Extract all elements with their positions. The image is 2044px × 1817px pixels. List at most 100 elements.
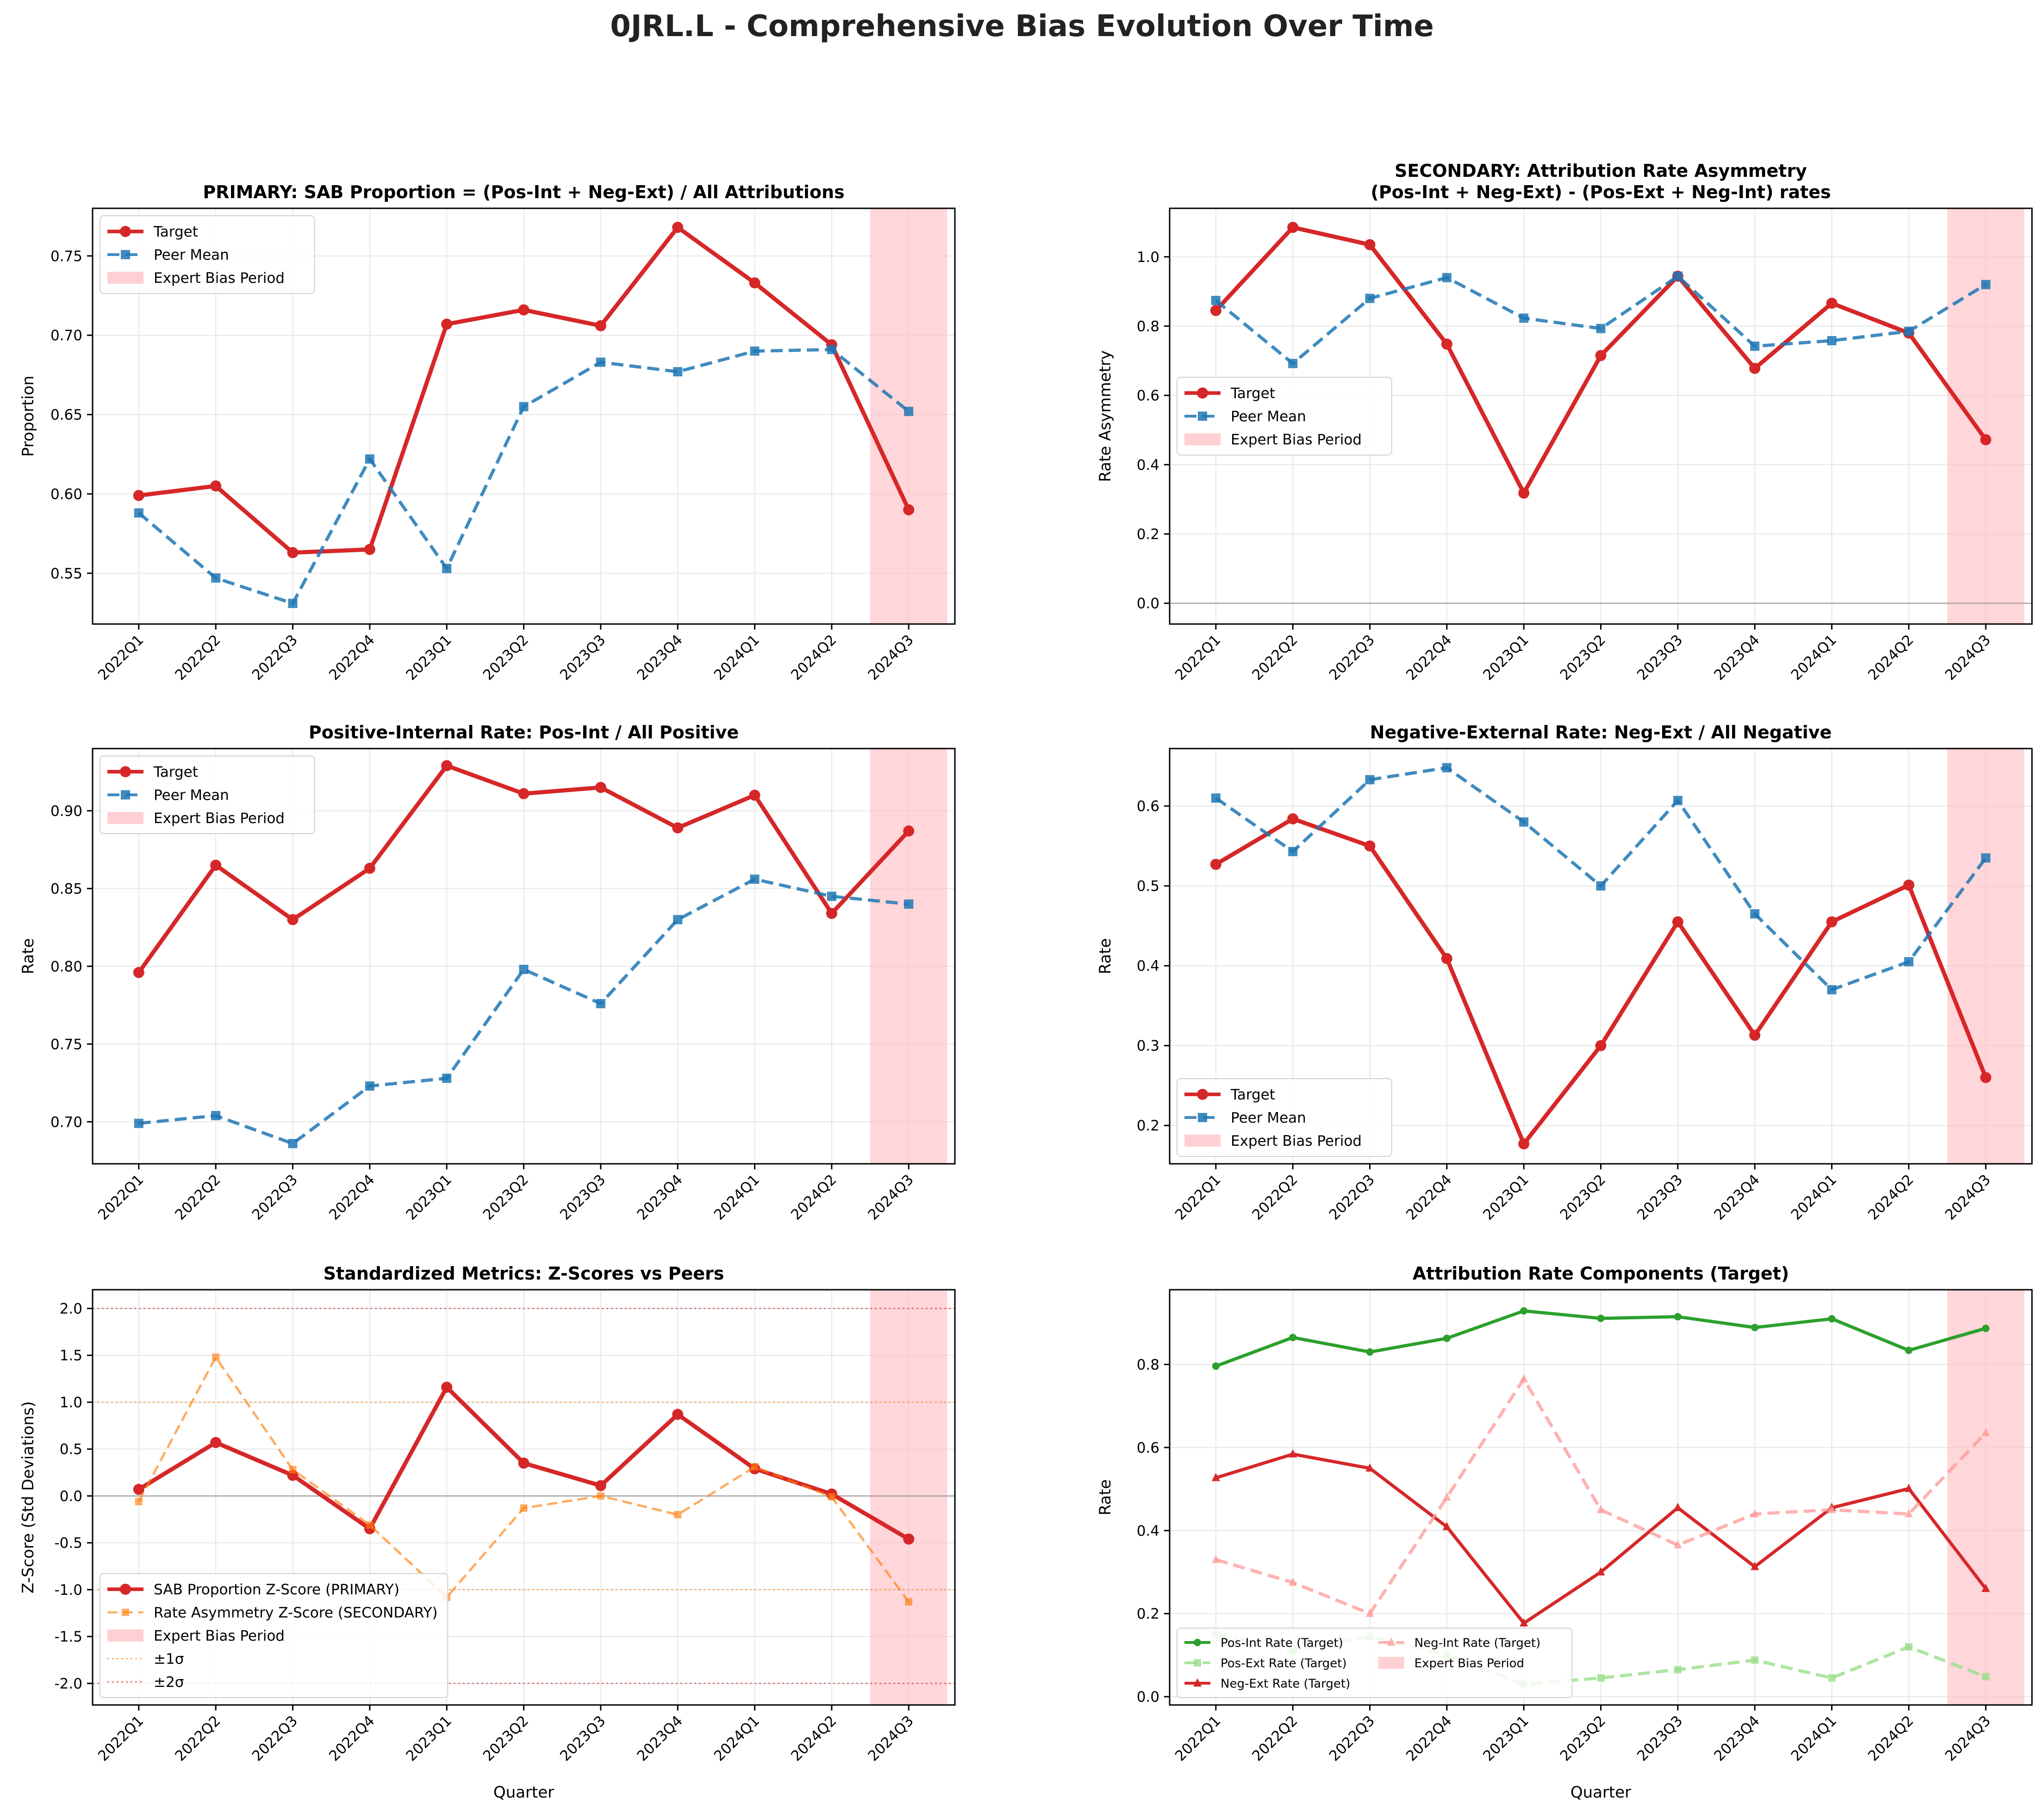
data-point: [674, 1511, 682, 1518]
data-point: [519, 402, 529, 412]
data-point: [441, 760, 453, 771]
data-point: [212, 1353, 220, 1361]
legend-label: Pos-Ext Rate (Target): [1221, 1656, 1346, 1670]
y-axis-label: Rate: [1096, 1480, 1115, 1516]
legend-label: Target: [153, 224, 198, 240]
data-point: [595, 320, 606, 331]
data-point: [1520, 1307, 1528, 1315]
legend-label: Expert Bias Period: [154, 270, 285, 287]
data-point: [1289, 1449, 1297, 1458]
expert-bias-period-band: [870, 749, 947, 1164]
data-point: [287, 547, 299, 558]
y-tick-label: 0.70: [50, 1114, 82, 1130]
chart-panel-1: 0.55 0.60 0.65 0.70 0.75 2022Q1 2022Q2 2022Q3 20…: [19, 182, 956, 684]
chart-panel-5: -2.0 -1.5 -1.0 -0.5 0.0 0.5 1.0 1.5 2.0 2022Q1 202…: [19, 1263, 956, 1802]
data-point: [1365, 1463, 1374, 1472]
x-tick-label: 2023Q3: [557, 1712, 609, 1764]
data-point: [1673, 1503, 1682, 1511]
data-point: [210, 480, 222, 492]
data-point: [134, 508, 143, 518]
data-point: [1674, 1313, 1682, 1321]
legend-marker: [1193, 1678, 1202, 1687]
data-point: [366, 1521, 374, 1529]
y-tick-label: 0.65: [50, 407, 82, 424]
x-tick-label: 2022Q3: [1326, 1712, 1378, 1764]
y-tick-label: 0.5: [1137, 878, 1159, 895]
series-layer: [1210, 763, 1992, 1149]
legend-marker: [1197, 387, 1208, 399]
x-axis-label: Quarter: [1570, 1783, 1631, 1802]
data-point: [1982, 1584, 1990, 1592]
data-point: [135, 1498, 143, 1505]
x-tick-label: 2023Q1: [1480, 1171, 1532, 1223]
x-tick-label: 2024Q1: [711, 1171, 763, 1223]
x-tick-label: 2023Q4: [634, 1712, 685, 1764]
legend-box: [1177, 377, 1392, 456]
data-point: [1596, 881, 1606, 891]
data-point: [1749, 1030, 1761, 1041]
data-point: [1828, 1674, 1836, 1682]
chart-title: SECONDARY: Attribution Rate Asymmetry: [1395, 161, 1807, 181]
data-point: [1674, 1666, 1682, 1673]
x-tick-label: 2022Q1: [95, 1712, 147, 1764]
legend-item: Neg-Int Rate (Target): [1378, 1636, 1540, 1650]
legend-item: Target: [1184, 1086, 1275, 1103]
data-point: [595, 781, 606, 793]
x-tick-label: 2022Q3: [249, 631, 301, 683]
x-tick-label: 2024Q3: [865, 631, 916, 683]
data-point: [903, 825, 915, 837]
legend: Target Peer Mean Expert Bias Period: [100, 215, 315, 294]
legend-marker: [120, 226, 131, 237]
y-tick-label: 0.0: [60, 1488, 82, 1505]
legend-label: SAB Proportion Z-Score (PRIMARY): [154, 1581, 399, 1598]
data-point: [1751, 1324, 1759, 1331]
legend-label: Neg-Ext Rate (Target): [1221, 1677, 1350, 1691]
legend-marker: [121, 250, 130, 259]
data-point: [134, 1118, 143, 1128]
data-point: [1673, 271, 1683, 281]
data-point: [133, 490, 144, 501]
x-tick-label: 2022Q3: [249, 1712, 301, 1764]
data-point: [672, 822, 684, 834]
data-point: [1980, 1072, 1992, 1083]
data-point: [518, 304, 530, 316]
data-point: [750, 346, 760, 356]
y-tick-label: 0.60: [50, 486, 82, 503]
chart-title: PRIMARY: SAB Proportion = (Pos-Int + Neg…: [203, 182, 844, 202]
x-tick-label: 2023Q1: [403, 1712, 455, 1764]
data-point: [1673, 1540, 1682, 1549]
data-point: [1443, 1334, 1451, 1342]
x-tick-label: 2023Q4: [1711, 631, 1763, 683]
chart-title: Negative-External Rate: Neg-Ext / All Ne…: [1370, 722, 1832, 743]
legend-item: Expert Bias Period: [107, 270, 285, 287]
data-point: [1289, 1577, 1297, 1586]
chart-title: Attribution Rate Components (Target): [1413, 1263, 1789, 1284]
y-tick-label: 0.3: [1137, 1038, 1159, 1055]
data-point: [1211, 1473, 1220, 1481]
x-tick-label: 2024Q3: [1942, 631, 1994, 683]
x-tick-label: 2023Q1: [403, 631, 455, 683]
data-point: [1442, 273, 1452, 282]
data-point: [1365, 293, 1375, 303]
data-point: [750, 874, 760, 884]
expert-bias-period-band: [1947, 1290, 2025, 1705]
x-tick-label: 2023Q2: [480, 631, 532, 683]
data-point: [1365, 775, 1375, 785]
chart-panel-2: 0.0 0.2 0.4 0.6 0.8 1.0 2022Q1 2022Q2 2022Q3 2022…: [1096, 161, 2033, 684]
y-tick-label: 0.5: [60, 1441, 82, 1458]
data-point: [1366, 1348, 1374, 1356]
data-point: [1287, 222, 1299, 233]
y-tick-label: 0.75: [50, 248, 82, 265]
x-tick-label: 2022Q1: [95, 1171, 147, 1223]
data-point: [1364, 239, 1376, 250]
y-axis-label: Z-Score (Std Deviations): [19, 1401, 37, 1593]
data-point: [1981, 853, 1991, 863]
x-tick-label: 2024Q3: [865, 1171, 916, 1223]
x-tick-label: 2023Q2: [1557, 631, 1609, 683]
data-point: [133, 967, 144, 978]
data-point: [1288, 847, 1298, 856]
x-tick-label: 2023Q2: [480, 1712, 532, 1764]
y-tick-label: -0.5: [55, 1535, 83, 1552]
x-tick-label: 2022Q2: [1249, 1171, 1301, 1223]
